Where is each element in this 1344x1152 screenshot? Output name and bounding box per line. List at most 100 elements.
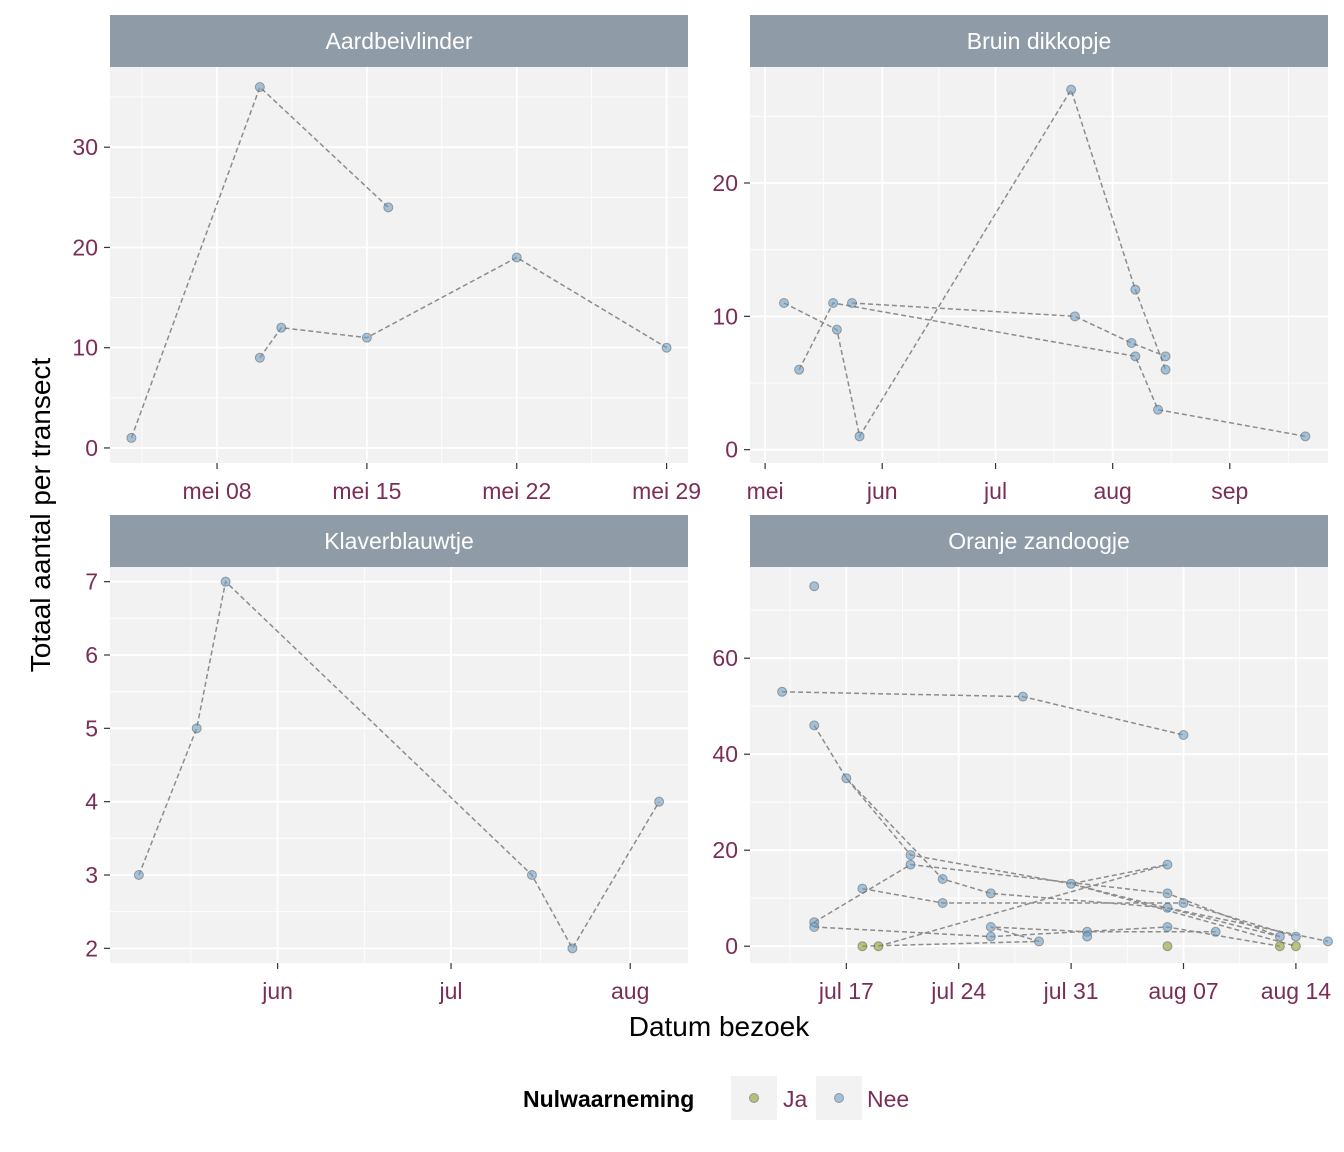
data-point [1126, 338, 1137, 348]
series-line [798, 302, 1306, 438]
panel-title: Klaverblauwtje [324, 528, 474, 554]
x-tick-label: mei 22 [482, 478, 551, 504]
data-point [1290, 931, 1301, 942]
data-point [526, 870, 537, 880]
panel-background [110, 67, 688, 463]
x-tick-label: aug [1093, 478, 1131, 504]
y-tick-label: 3 [85, 862, 98, 888]
data-point [133, 870, 144, 880]
data-point [1162, 888, 1173, 899]
x-tick-label: aug [611, 978, 649, 1004]
data-point [873, 941, 884, 952]
series-line [138, 580, 660, 950]
y-tick-label: 6 [85, 642, 98, 668]
data-point [661, 342, 672, 353]
data-point [985, 888, 996, 899]
y-tick-label: 10 [72, 335, 98, 361]
x-tick-label: aug 07 [1148, 978, 1218, 1004]
data-point [1082, 931, 1093, 942]
x-tick-label: mei [747, 478, 784, 504]
panel-background [750, 67, 1328, 463]
x-tick-label: mei 29 [632, 478, 701, 504]
legend: Nulwaarneming Ja Nee [523, 1076, 909, 1120]
panel-4: Oranje zandoogje 0 20 40 60 jul 17 jul 24 jul 3… [712, 515, 1333, 1004]
series-line [845, 777, 1329, 943]
panel-strip [110, 515, 688, 567]
panel-strip [750, 15, 1328, 67]
data-point [1274, 931, 1285, 942]
x-tick-label: sep [1211, 478, 1248, 504]
data-point [1160, 351, 1171, 362]
y-tick-label: 30 [72, 134, 98, 160]
data-point [654, 796, 665, 807]
y-tick-label: 0 [725, 933, 738, 959]
data-point [383, 202, 394, 213]
panel-title: Oranje zandoogje [948, 528, 1130, 554]
data-point [1017, 691, 1028, 702]
data-point [1162, 941, 1173, 952]
data-point [985, 922, 996, 932]
data-point [809, 922, 820, 932]
data-point [191, 723, 202, 734]
x-tick-label: jul [439, 978, 463, 1004]
data-point [361, 332, 372, 343]
y-tick-label: 0 [85, 435, 98, 461]
data-point [254, 352, 265, 363]
legend-point-nee [834, 1093, 844, 1103]
series-line [862, 887, 1297, 938]
data-point [857, 883, 868, 894]
data-point [1162, 902, 1173, 913]
x-tick-label: jun [261, 978, 293, 1004]
y-tick-label: 7 [85, 569, 98, 595]
x-tick-label: jul 31 [1043, 978, 1099, 1004]
y-tick-label: 4 [85, 789, 98, 815]
data-point [1066, 84, 1077, 95]
y-tick-label: 60 [712, 645, 738, 671]
panel-title: Bruin dikkopje [967, 28, 1111, 54]
data-point [276, 322, 287, 333]
y-tick-label: 40 [712, 741, 738, 767]
legend-label-nee: Nee [867, 1086, 909, 1112]
data-point [841, 773, 852, 784]
data-point [1300, 431, 1311, 442]
panel-2: Bruin dikkopje 0 10 20 mei jun jul aug sep [712, 15, 1328, 504]
series-line [878, 863, 1297, 947]
panel-3: Klaverblauwtje 2 3 4 5 6 7 jun jul aug [85, 515, 688, 1004]
data-point [794, 364, 805, 375]
y-tick-label: 10 [712, 303, 738, 329]
data-point [1034, 936, 1044, 947]
panel-1: Aardbeivlinder 0 10 20 30 mei 08 mei 15 mei 22 m… [72, 15, 701, 504]
legend-title: Nulwaarneming [523, 1086, 694, 1112]
x-tick-label: jul 24 [930, 978, 986, 1004]
panel-strip [110, 15, 688, 67]
data-point [126, 432, 137, 443]
data-point [847, 298, 857, 308]
data-point [809, 720, 820, 731]
x-tick-label: mei 08 [183, 478, 252, 504]
y-tick-label: 20 [712, 837, 738, 863]
data-point [1162, 922, 1173, 932]
series-line [851, 302, 1166, 357]
data-point [857, 941, 868, 952]
y-tick-label: 20 [712, 170, 738, 196]
legend-label-ja: Ja [783, 1086, 808, 1112]
data-point [1069, 311, 1080, 322]
data-point [831, 324, 842, 335]
series-line [130, 85, 389, 439]
data-point [905, 850, 916, 860]
x-tick-label: aug 14 [1261, 978, 1332, 1004]
data-point [1162, 859, 1173, 870]
data-point [1130, 351, 1141, 362]
data-point [1178, 898, 1189, 908]
data-point [937, 874, 948, 884]
y-axis-title: Totaal aantal per transect [25, 358, 56, 673]
y-tick-label: 2 [85, 935, 98, 961]
data-point [1160, 364, 1171, 375]
y-tick-label: 0 [725, 437, 738, 463]
data-point [1323, 936, 1333, 947]
x-tick-label: jul 17 [818, 978, 874, 1004]
data-point [1274, 941, 1285, 952]
legend-point-ja [749, 1093, 759, 1103]
panel-title: Aardbeivlinder [325, 28, 472, 54]
